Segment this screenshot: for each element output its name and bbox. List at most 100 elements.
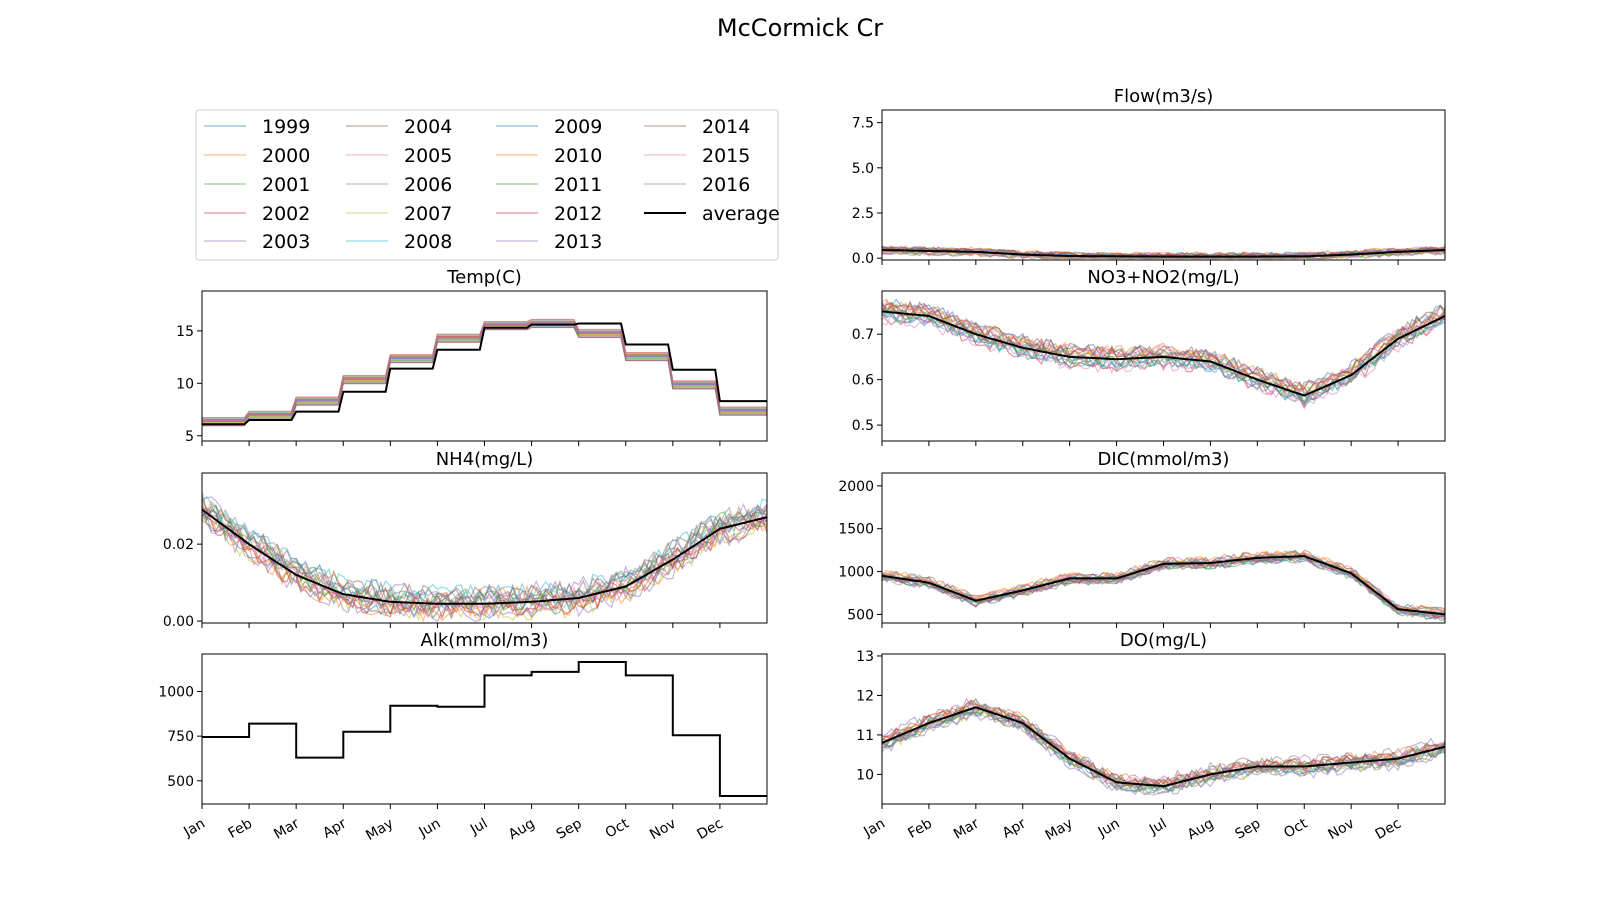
dic-ytick-label: 2000: [838, 479, 874, 495]
temp-series-2009: [202, 322, 767, 422]
no3-ytick-label: 0.7: [852, 327, 874, 343]
nh4-series-2015: [202, 505, 767, 612]
legend-item-2009: 2009: [496, 116, 602, 138]
do-series: [882, 697, 1445, 796]
do-xtick-label: Jan: [860, 816, 888, 841]
no3-average-line: [882, 310, 1445, 397]
legend-label: 2016: [702, 174, 750, 196]
do-average-line: [882, 706, 1445, 788]
legend-label: 2004: [404, 116, 452, 138]
do-title: DO(mg/L): [1120, 630, 1207, 651]
dic-series: [882, 549, 1445, 622]
nh4-series-2008: [202, 495, 767, 602]
dic-series-2015: [882, 553, 1445, 620]
no3-series-2004: [882, 301, 1445, 394]
legend-label: 2012: [554, 203, 602, 225]
temp-series-2016: [202, 325, 767, 425]
dic-series-2016: [882, 553, 1445, 617]
legend-item-2006: 2006: [346, 174, 452, 196]
do-panel: DO(mg/L) 10 11 12 13 Jan Feb Mar Apr May Jun Jul Aug…: [856, 630, 1446, 844]
temp-average-line: [202, 322, 767, 426]
do-xtick-label: Jul: [1146, 816, 1170, 839]
legend-label: 2008: [404, 231, 452, 253]
temp-series-2015: [202, 321, 767, 422]
temp-ytick-label: 15: [176, 324, 194, 340]
legend-item-2004: 2004: [346, 116, 452, 138]
legend-item-2016: 2016: [644, 174, 750, 196]
legend-label: 2013: [554, 231, 602, 253]
do-xtick-label: May: [1043, 816, 1076, 844]
flow-ytick-label: 0.0: [852, 251, 874, 267]
legend-item-2007: 2007: [346, 203, 452, 225]
nh4-series: [202, 491, 767, 623]
flow-series: [882, 245, 1445, 260]
alk-ytick-label: 750: [167, 729, 194, 745]
do-ytick-label: 11: [856, 728, 874, 744]
no3-series-2015: [882, 298, 1445, 392]
legend-label: 2009: [554, 116, 602, 138]
legend-item-1999: 1999: [204, 116, 310, 138]
alk-series: [202, 661, 767, 797]
alk-xtick-label: Jun: [416, 816, 444, 841]
nh4-average-line: [202, 508, 767, 605]
no3-series-2009: [882, 298, 1445, 392]
flow-axes-frame: [881, 109, 1446, 261]
alk-xtick-label: Oct: [603, 815, 632, 841]
do-xtick-label: Aug: [1185, 816, 1217, 844]
legend: 1999 2000 2001 2002 2003 2004 2005 2006 2007 2008…: [195, 109, 780, 261]
nh4-series-2006: [202, 503, 767, 610]
do-series-2000: [882, 702, 1445, 787]
flow-series-2010: [882, 245, 1445, 257]
alk-xtick-label: Mar: [271, 815, 302, 842]
alk-title: Alk(mmol/m3): [421, 630, 549, 651]
no3-series: [882, 298, 1445, 410]
legend-item-2005: 2005: [346, 145, 452, 167]
temp-series-1999: [202, 322, 767, 422]
legend-item-2014: 2014: [644, 116, 750, 138]
nh4-title: NH4(mg/L): [436, 449, 534, 470]
temp-series-2003: [202, 323, 767, 423]
alk-panel: Alk(mmol/m3) 500 750 1000 Jan Feb Mar Apr May Jun…: [158, 630, 768, 844]
flow-ytick-label: 5.0: [852, 161, 874, 177]
do-xtick-label: Mar: [951, 815, 982, 842]
temp-title: Temp(C): [446, 267, 522, 288]
do-ytick-label: 12: [856, 688, 874, 704]
legend-label: 2010: [554, 145, 602, 167]
temp-panel: Temp(C) 5 10 15: [176, 267, 768, 446]
do-xtick-label: Apr: [1000, 815, 1029, 841]
no3-ytick-label: 0.5: [852, 418, 874, 434]
temp-series-2007: [202, 323, 767, 423]
legend-item-2000: 2000: [204, 145, 310, 167]
flow-panel: Flow(m3/s) 0.0 2.5 5.0 7.5: [852, 86, 1446, 267]
do-xtick-label: Dec: [1373, 816, 1404, 843]
legend-item-2012: 2012: [496, 203, 602, 225]
legend-label: 2000: [262, 145, 310, 167]
no3-series-2000: [882, 298, 1445, 391]
nh4-series-2016: [202, 491, 767, 604]
alk-xtick-label: Jan: [180, 816, 208, 841]
legend-item-2011: 2011: [496, 174, 602, 196]
legend-item-average: average: [644, 203, 780, 225]
do-xtick-label: Sep: [1232, 816, 1263, 843]
dic-panel: DIC(mmol/m3) 500 1000 1500 2000: [838, 449, 1446, 628]
legend-item-2001: 2001: [204, 174, 310, 196]
no3-ytick-label: 0.6: [852, 373, 874, 389]
legend-label: 2005: [404, 145, 452, 167]
do-xtick-label: Nov: [1325, 816, 1357, 844]
legend-frame: [195, 109, 779, 261]
legend-label: 2001: [262, 174, 310, 196]
legend-label: average: [702, 203, 780, 225]
flow-title: Flow(m3/s): [1114, 86, 1214, 107]
temp-series-2011: [202, 324, 767, 425]
legend-label: 2014: [702, 116, 750, 138]
nh4-ytick-label: 0.02: [163, 537, 194, 553]
do-ytick-label: 13: [856, 649, 874, 665]
dic-ytick-label: 1000: [838, 565, 874, 581]
legend-item-2003: 2003: [204, 231, 310, 253]
alk-xtick-label: Apr: [320, 815, 349, 841]
temp-ytick-label: 10: [176, 376, 194, 392]
legend-label: 2006: [404, 174, 452, 196]
temp-series-2010: [202, 321, 767, 421]
no3-series-2016: [882, 305, 1445, 400]
